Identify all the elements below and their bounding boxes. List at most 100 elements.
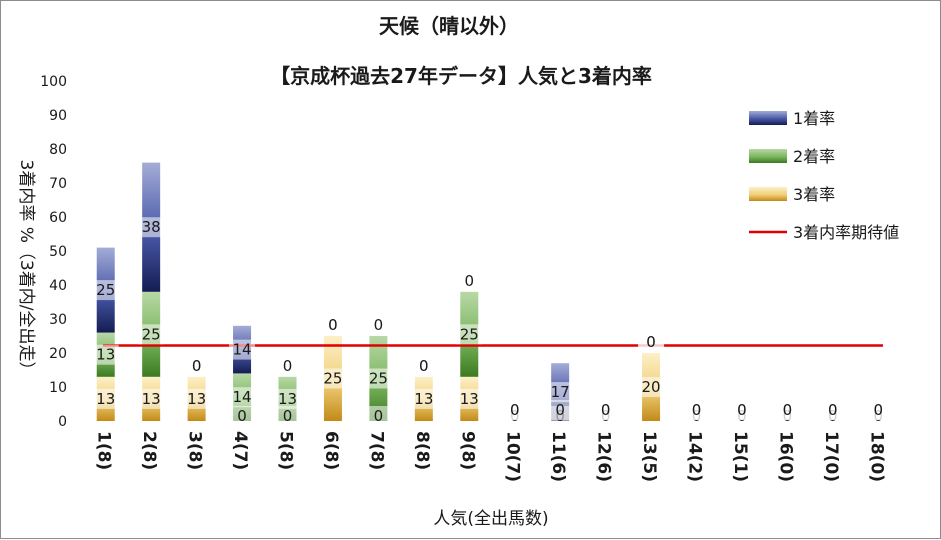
data-label: 13 bbox=[414, 390, 433, 408]
data-label: 0 bbox=[555, 401, 565, 419]
data-label-bg bbox=[683, 400, 710, 420]
x-tick-label: 1(8) bbox=[94, 431, 114, 470]
legend: 1着率 2着率 3着率 3着内率期待値 bbox=[749, 109, 899, 242]
y-tick-label: 100 bbox=[40, 74, 67, 90]
data-label: 14 bbox=[233, 388, 252, 406]
data-label-bg bbox=[138, 388, 165, 409]
data-label-bg bbox=[592, 400, 619, 420]
data-label-bg bbox=[410, 388, 437, 409]
x-tick-label: 2(8) bbox=[139, 431, 159, 470]
y-tick-label: 80 bbox=[49, 142, 67, 158]
data-label-bg bbox=[138, 217, 165, 238]
data-label-bg bbox=[365, 315, 392, 335]
data-label: 0 bbox=[374, 407, 384, 425]
x-tick-label: 4(7) bbox=[230, 431, 250, 470]
data-label: 0 bbox=[283, 357, 293, 375]
legend-label: 1着率 bbox=[793, 109, 835, 128]
data-label: 38 bbox=[142, 218, 161, 236]
data-label-bg bbox=[229, 387, 256, 408]
data-label-bg bbox=[92, 280, 119, 301]
data-label-bg bbox=[229, 406, 256, 426]
data-label: 0 bbox=[874, 401, 884, 419]
data-label: 25 bbox=[96, 281, 115, 299]
data-label: 0 bbox=[328, 316, 338, 334]
data-label-bg bbox=[410, 355, 437, 376]
data-label: 0 bbox=[737, 401, 747, 419]
x-tick-label: 6(8) bbox=[321, 431, 341, 470]
y-tick-label: 50 bbox=[49, 244, 67, 260]
data-label-bg bbox=[774, 400, 801, 420]
data-label: 0 bbox=[283, 407, 293, 425]
data-label-bg bbox=[138, 324, 165, 345]
data-label: 0 bbox=[783, 401, 793, 419]
legend-label: 2着率 bbox=[793, 147, 835, 166]
data-label-bg bbox=[865, 400, 892, 420]
data-label-bg bbox=[274, 388, 301, 409]
x-tick-label: 5(8) bbox=[276, 431, 296, 470]
data-label-bg bbox=[319, 315, 346, 335]
data-label: 17 bbox=[551, 383, 570, 401]
legend-label: 3着率 bbox=[793, 185, 835, 204]
data-label: 0 bbox=[646, 333, 656, 351]
x-axis-ticks: 1(8) 2(8) 3(8) 4(7) 5(8) 6(8) 7(8) 8(8) 9(8) 10(7… bbox=[94, 431, 887, 482]
data-label: 13 bbox=[187, 390, 206, 408]
data-label-bg bbox=[92, 344, 119, 365]
x-tick-label: 9(8) bbox=[457, 431, 477, 470]
data-label: 25 bbox=[369, 370, 388, 388]
x-tick-label: 15(1) bbox=[730, 431, 750, 482]
y-tick-label: 60 bbox=[49, 210, 67, 226]
data-label: 13 bbox=[96, 346, 115, 364]
y-tick-label: 30 bbox=[49, 312, 67, 328]
data-label-bg bbox=[183, 355, 210, 376]
data-label-bg bbox=[547, 382, 574, 403]
x-tick-label: 14(2) bbox=[685, 431, 705, 482]
x-tick-label: 13(5) bbox=[639, 431, 659, 482]
x-axis-title: 人気(全出馬数) bbox=[433, 509, 548, 529]
y-axis-ticks: 0 10 20 30 40 50 60 70 80 90 100 bbox=[40, 74, 67, 430]
data-label-bg bbox=[274, 355, 301, 376]
x-tick-label: 3(8) bbox=[185, 431, 205, 470]
data-label: 0 bbox=[192, 357, 202, 375]
data-label-bg bbox=[638, 332, 665, 352]
data-label-bg bbox=[456, 388, 483, 409]
data-label-bg bbox=[229, 339, 256, 360]
x-tick-label: 16(0) bbox=[775, 431, 795, 482]
data-label-bg bbox=[365, 406, 392, 426]
legend-label: 3着内率期待値 bbox=[793, 223, 899, 242]
data-label: 0 bbox=[828, 401, 838, 419]
data-label: 13 bbox=[278, 390, 297, 408]
data-label: 25 bbox=[323, 370, 342, 388]
y-tick-label: 70 bbox=[49, 176, 67, 192]
data-label: 13 bbox=[96, 390, 115, 408]
data-label-bg bbox=[638, 377, 665, 397]
y-tick-label: 90 bbox=[49, 108, 67, 124]
data-label: 14 bbox=[233, 341, 252, 359]
chart-subtitle: 【京成杯過去27年データ】人気と3着内率 bbox=[270, 64, 652, 88]
data-label-bg bbox=[456, 324, 483, 345]
y-tick-label: 0 bbox=[58, 414, 67, 430]
data-label-bg bbox=[274, 406, 301, 426]
data-label: 20 bbox=[642, 378, 661, 396]
y-tick-label: 40 bbox=[49, 278, 67, 294]
data-label-bg bbox=[547, 400, 574, 420]
data-label: 0 bbox=[465, 272, 475, 290]
data-label: 13 bbox=[142, 390, 161, 408]
x-tick-label: 18(0) bbox=[866, 431, 886, 482]
legend-swatch bbox=[749, 187, 787, 201]
data-label: 25 bbox=[142, 325, 161, 343]
data-label: 0 bbox=[692, 401, 702, 419]
x-tick-label: 17(0) bbox=[821, 431, 841, 482]
data-label: 25 bbox=[460, 325, 479, 343]
legend-swatch bbox=[749, 111, 787, 125]
data-label-bg bbox=[728, 400, 755, 420]
data-label-bg bbox=[319, 368, 346, 389]
data-label-bg bbox=[456, 270, 483, 291]
y-axis-title: 3着内率 %（3着内/全出走） bbox=[16, 160, 36, 379]
data-label-bg bbox=[819, 400, 846, 420]
x-tick-label: 10(7) bbox=[503, 431, 523, 482]
x-tick-label: 7(8) bbox=[366, 431, 386, 470]
data-label-bg bbox=[183, 388, 210, 409]
data-label: 13 bbox=[460, 390, 479, 408]
data-label: 0 bbox=[374, 316, 384, 334]
data-label: 0 bbox=[510, 401, 520, 419]
